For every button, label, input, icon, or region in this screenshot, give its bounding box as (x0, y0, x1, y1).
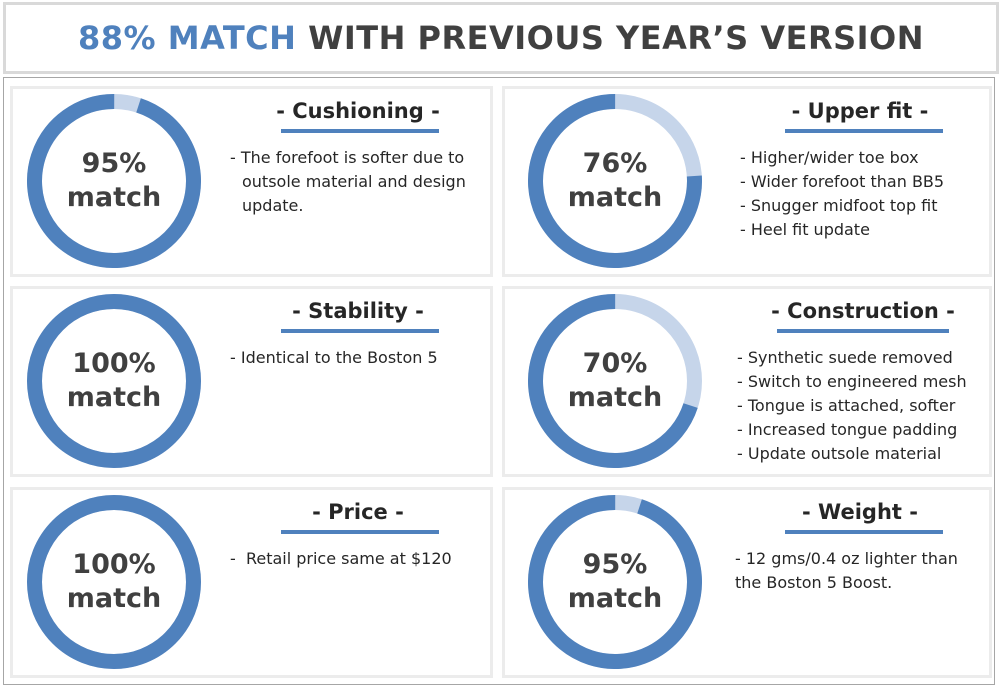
title-underline (281, 329, 439, 333)
donut-match-label: match (567, 182, 663, 213)
card-title: - Price - (312, 500, 404, 524)
card-construction: 70% match - Construction - - Synthetic s… (502, 286, 992, 477)
description-item: - The forefoot is softer due to outsole … (230, 148, 466, 215)
comparison-grid: 95% match - Cushioning - - The forefoot … (3, 77, 995, 685)
description-item: - Higher/wider toe box (740, 148, 919, 167)
description-item: - Synthetic suede removed (737, 348, 953, 367)
description-item: - Identical to the Boston 5 (230, 348, 438, 367)
card-weight: 95% match - Weight - - 12 gms/0.4 oz lig… (502, 487, 992, 678)
description-item: - Heel fit update (740, 220, 870, 239)
card-price: 100% match - Price - - Retail price same… (10, 487, 493, 678)
description-item: - 12 gms/0.4 oz lighter than the Boston … (735, 549, 958, 592)
description-list: - The forefoot is softer due to outsole … (230, 146, 470, 218)
donut-chart (528, 94, 702, 268)
donut-chart (528, 294, 702, 468)
donut-label: 70% match (528, 294, 702, 468)
card-title: - Upper fit - (791, 99, 929, 123)
donut-match-segment (27, 94, 201, 268)
page-title-accent: 88% MATCH (77, 19, 297, 57)
donut-value-label: 100% (72, 549, 156, 580)
title-underline (281, 129, 439, 133)
donut-label: 76% match (528, 94, 702, 268)
donut-value-label: 76% (582, 148, 648, 179)
card-title: - Stability - (292, 299, 424, 323)
description-list: - 12 gms/0.4 oz lighter than the Boston … (735, 547, 975, 595)
title-underline (281, 530, 439, 534)
donut-match-label: match (567, 583, 663, 614)
donut-svg (27, 495, 201, 669)
description-item: - Wider forefoot than BB5 (740, 172, 945, 191)
donut-svg (528, 294, 702, 468)
donut-label: 100% match (27, 294, 201, 468)
donut-label: 95% match (528, 495, 702, 669)
description-list: - Higher/wider toe box - Wider forefoot … (740, 146, 980, 242)
donut-svg (528, 94, 702, 268)
donut-value-label: 100% (72, 348, 156, 379)
donut-match-segment (27, 294, 201, 468)
donut-match-label: match (66, 382, 162, 413)
donut-chart (27, 94, 201, 268)
title-underline (785, 530, 943, 534)
donut-svg (528, 495, 702, 669)
description-item: - Update outsole material (737, 444, 942, 463)
donut-match-label: match (66, 182, 162, 213)
description-list: - Synthetic suede removed - Switch to en… (737, 346, 983, 466)
title-underline (777, 329, 949, 333)
donut-label: 95% match (27, 94, 201, 268)
description-item: - Snugger midfoot top fit (740, 196, 938, 215)
donut-match-label: match (66, 583, 162, 614)
page-title: 88% MATCH WITH PREVIOUS YEAR’S VERSION (3, 2, 999, 74)
donut-svg (27, 294, 201, 468)
card-title: - Weight - (802, 500, 918, 524)
donut-match-segment (528, 294, 702, 468)
description-item: - Increased tongue padding (737, 420, 958, 439)
donut-chart (27, 495, 201, 669)
page-title-rest: WITH PREVIOUS YEAR’S VERSION (308, 19, 925, 57)
donut-value-label: 70% (582, 348, 648, 379)
donut-value-label: 95% (81, 148, 147, 179)
donut-svg (27, 94, 201, 268)
card-upper-fit: 76% match - Upper fit - - Higher/wider t… (502, 86, 992, 277)
card-cushioning: 95% match - Cushioning - - The forefoot … (10, 86, 493, 277)
donut-value-label: 95% (582, 549, 648, 580)
donut-match-label: match (567, 382, 663, 413)
donut-chart (27, 294, 201, 468)
donut-chart (528, 495, 702, 669)
title-underline (785, 129, 943, 133)
description-item: - Retail price same at $120 (230, 549, 452, 568)
card-stability: 100% match - Stability - - Identical to … (10, 286, 493, 477)
description-list: - Identical to the Boston 5 (230, 346, 470, 370)
description-item: - Tongue is attached, softer (737, 396, 956, 415)
donut-label: 100% match (27, 495, 201, 669)
description-list: - Retail price same at $120 (230, 547, 470, 571)
donut-match-segment (27, 495, 201, 669)
description-item: - Switch to engineered mesh (737, 372, 967, 391)
card-title: - Construction - (771, 299, 955, 323)
card-title: - Cushioning - (276, 99, 440, 123)
donut-match-segment (528, 94, 702, 268)
